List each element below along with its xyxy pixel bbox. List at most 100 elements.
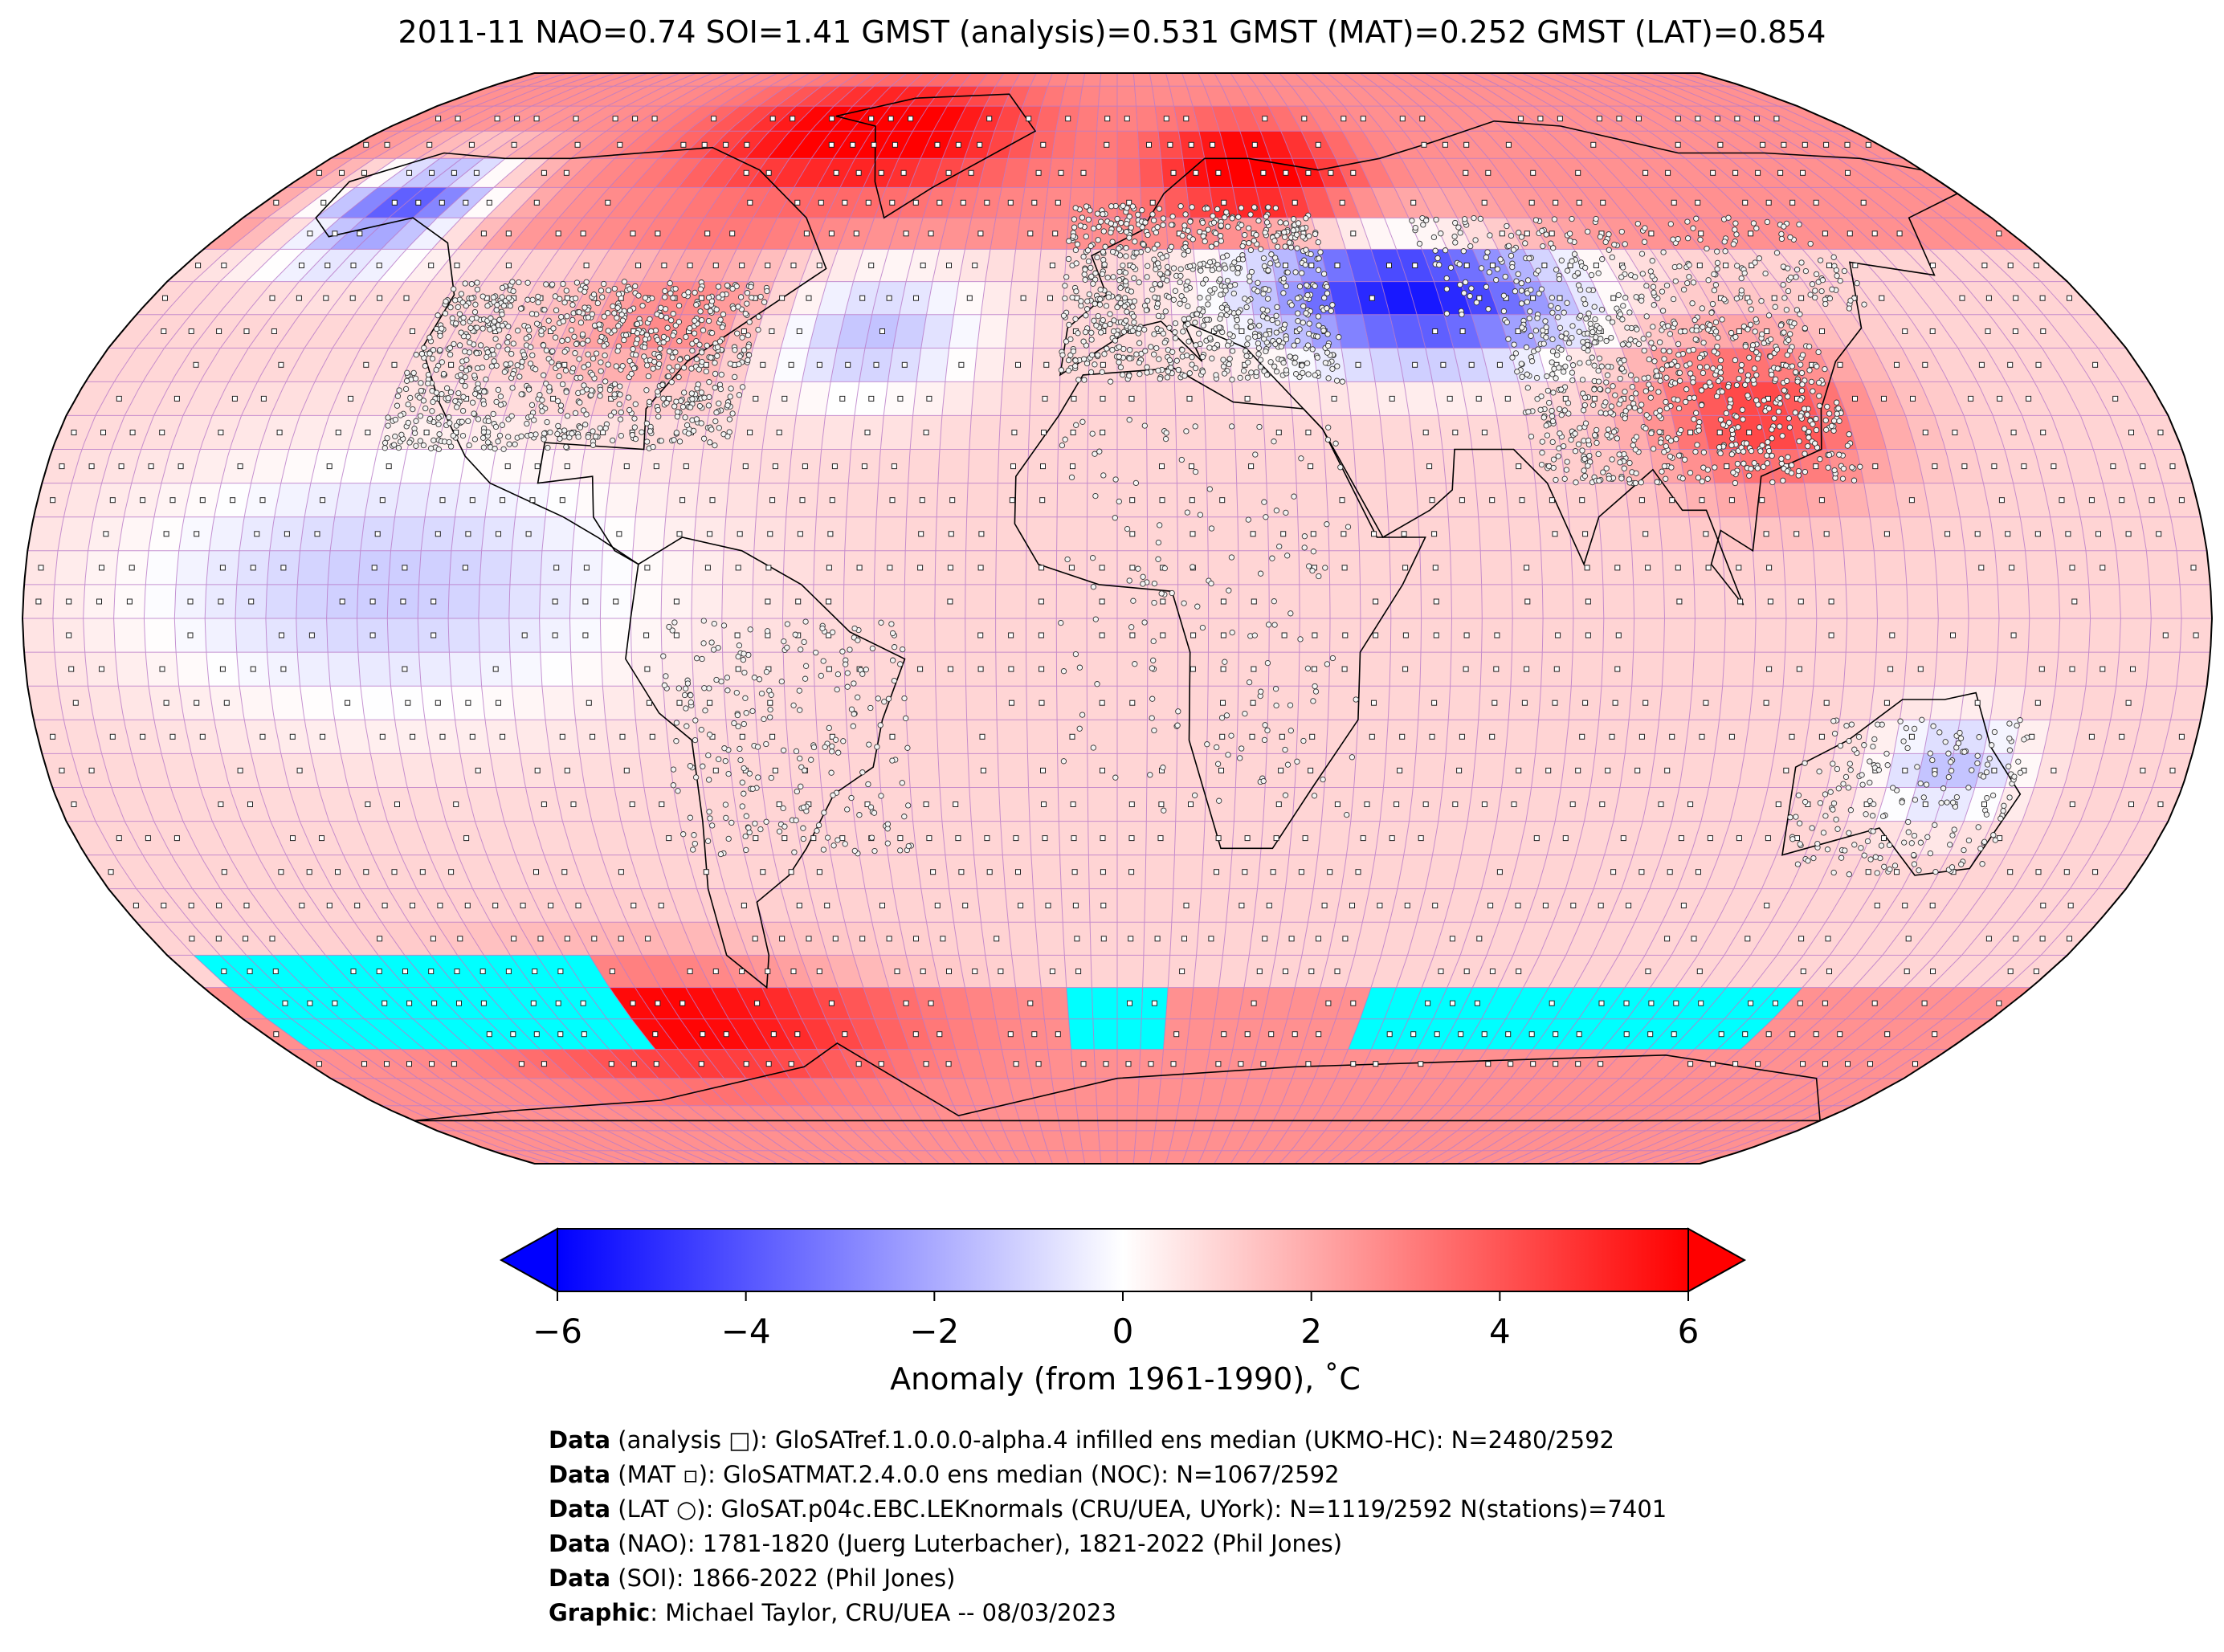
grid-cell [1381,1105,1425,1131]
analysis-marker [1553,1061,1559,1067]
station-marker [524,296,531,303]
analysis-marker [1974,700,1981,706]
station-marker [463,357,470,363]
analysis-marker [384,141,390,148]
grid-cell [175,652,210,687]
analysis-marker [1669,497,1675,504]
grid-cell [1203,381,1234,416]
grid-cell [941,381,974,416]
station-marker [708,298,716,304]
analysis-marker [1038,632,1044,638]
station-marker [504,339,511,346]
analysis-marker [1481,1031,1487,1038]
analysis-marker [816,361,822,368]
grid-cell [2080,787,2124,822]
grid-cell [1646,1105,1712,1131]
analysis-marker [2021,463,2027,470]
analysis-marker [1705,565,1712,571]
station-marker [529,352,536,359]
station-marker [481,389,488,395]
station-marker [437,347,443,353]
station-marker [559,337,565,345]
grid-cell [1961,888,2014,923]
grid-cell [2028,618,2060,653]
analysis-marker [810,835,817,842]
grid-cell [687,1105,740,1131]
station-marker [688,390,695,397]
analysis-marker [709,497,716,504]
station-marker [433,390,440,396]
analysis-marker [145,835,151,842]
analysis-marker [735,565,741,571]
grid-cell [647,1150,697,1164]
station-marker [611,391,618,398]
analysis-marker [99,565,104,571]
analysis-marker [1828,632,1834,638]
analysis-marker [984,199,990,206]
grid-cell [679,1078,728,1106]
station-marker [443,385,451,392]
analysis-marker [826,565,832,571]
station-marker [732,347,738,353]
grid-cell [995,1150,1021,1164]
grid-cell [716,1150,761,1164]
analysis-marker [451,169,457,176]
analysis-marker [1316,1031,1322,1038]
analysis-marker [630,230,636,237]
grid-cell [732,787,767,822]
grid-cell [794,1049,834,1079]
station-marker [716,338,724,345]
station-marker [465,418,471,425]
analysis-marker [563,169,569,176]
analysis-marker [1645,969,1651,974]
analysis-marker [1301,116,1308,122]
station-marker [739,384,746,390]
analysis-marker [189,936,195,942]
analysis-marker [1521,700,1528,706]
station-marker [529,296,536,303]
analysis-marker [575,903,582,908]
station-marker [495,438,501,445]
analysis-marker [332,230,338,237]
station-marker [499,422,506,428]
grid-cell [1214,987,1245,1019]
analysis-marker [833,169,839,176]
analysis-marker [2119,733,2125,740]
analysis-marker [735,666,741,672]
analysis-marker [1154,936,1161,942]
analysis-marker [161,328,167,334]
analysis-marker [574,141,581,148]
station-marker [557,435,563,443]
station-marker [572,295,579,302]
grid-cell [478,618,510,653]
grid-cell [1571,652,1603,687]
analysis-marker [465,700,471,706]
grid-cell [880,787,913,822]
grid-cell [928,1130,961,1151]
station-marker [460,394,467,400]
analysis-marker [1552,531,1558,537]
analysis-marker [1189,463,1194,470]
station-marker [579,331,586,337]
analysis-marker [1039,497,1046,504]
analysis-marker [248,598,255,605]
station-marker [483,376,489,383]
grid-cell [2180,584,2212,618]
analysis-marker [1080,169,1087,176]
station-marker [446,438,452,446]
grid-cell [1247,1150,1274,1164]
analysis-marker [582,632,589,638]
analysis-marker [767,700,773,706]
grid-cell [161,753,200,788]
analysis-marker [1763,531,1769,537]
station-marker [605,287,612,294]
station-marker [385,422,391,429]
analysis-marker [1714,116,1720,122]
analysis-marker [1883,700,1890,706]
grid-cell [1100,1150,1117,1164]
analysis-marker [653,1061,659,1067]
station-marker [447,345,454,351]
grid-cell [1870,987,1930,1019]
station-marker [679,403,687,410]
analysis-marker [920,263,926,268]
